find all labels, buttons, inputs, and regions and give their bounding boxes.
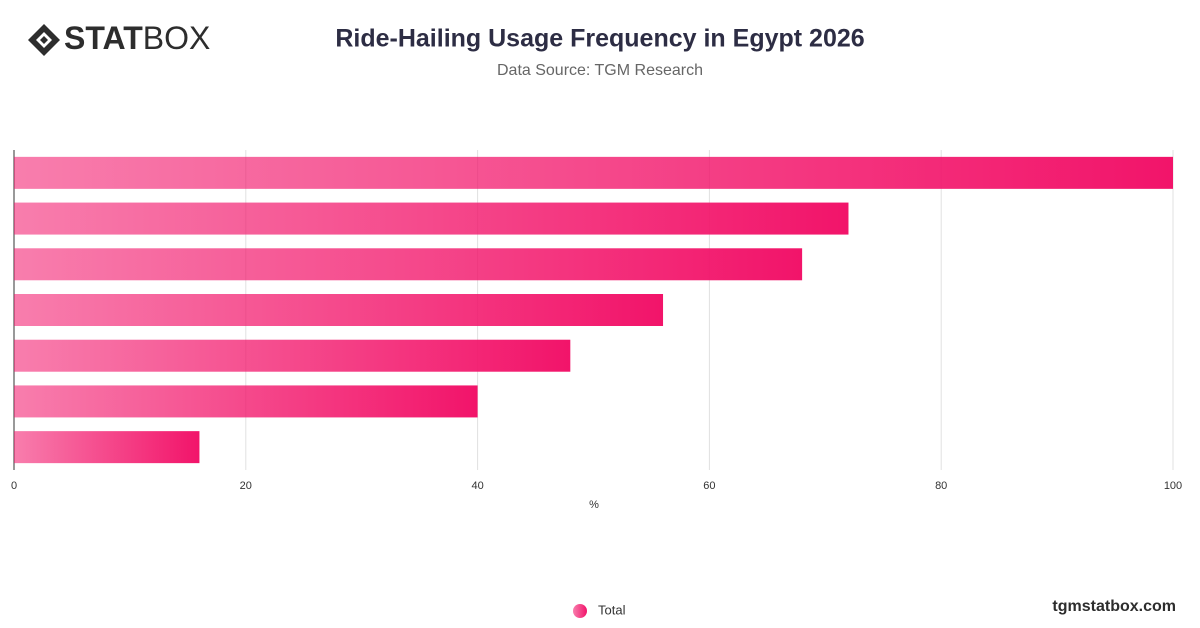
x-tick-label: 100 bbox=[1164, 480, 1182, 492]
logo-light: BOX bbox=[143, 20, 211, 56]
bar bbox=[14, 385, 478, 418]
chart-subtitle: Data Source: TGM Research bbox=[497, 62, 703, 79]
logo-text: STATBOX bbox=[64, 20, 210, 56]
x-tick-label: 80 bbox=[935, 480, 947, 492]
logo-icon bbox=[28, 24, 60, 56]
footer-url: tgmstatbox.com bbox=[1052, 598, 1176, 615]
chart-title: Ride-Hailing Usage Frequency in Egypt 20… bbox=[335, 25, 864, 53]
x-tick-label: 60 bbox=[703, 480, 715, 492]
bar bbox=[14, 156, 1173, 189]
bar bbox=[14, 339, 571, 372]
bar bbox=[14, 202, 849, 235]
x-axis-label: % bbox=[589, 499, 599, 511]
x-tick-label: 20 bbox=[240, 480, 252, 492]
logo-bold: STAT bbox=[64, 20, 143, 56]
bar bbox=[14, 431, 200, 464]
logo: STATBOX bbox=[28, 20, 210, 56]
legend-label: Total bbox=[598, 602, 626, 617]
legend-marker bbox=[573, 604, 587, 618]
bar bbox=[14, 248, 803, 281]
bar bbox=[14, 294, 664, 326]
x-tick-label: 40 bbox=[471, 480, 483, 492]
x-tick-label: 0 bbox=[11, 480, 17, 492]
